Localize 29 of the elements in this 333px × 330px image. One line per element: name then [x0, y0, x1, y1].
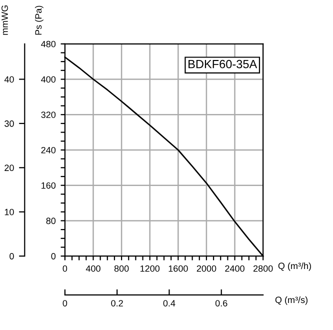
- x-tick-label: 0: [62, 265, 68, 272]
- y-tick-label: 320: [41, 112, 56, 118]
- x-tick-label: 2800: [253, 265, 273, 272]
- y-tick-label: 160: [42, 182, 56, 189]
- y2-tick-label: 10: [4, 208, 14, 216]
- x-tick-label: 1600: [168, 265, 188, 272]
- y-tick-label: 80: [46, 218, 56, 224]
- y2-tick-label: 30: [4, 120, 14, 127]
- x2-tick-label: 0: [62, 300, 68, 306]
- x-tick-label: 1200: [140, 265, 160, 272]
- x2-tick-label: 0.2: [111, 300, 123, 306]
- x-axis-title: Q (m³/h): [278, 262, 311, 271]
- x2-tick-label: 0.6: [215, 300, 228, 306]
- y-tick-label: 0: [51, 253, 56, 260]
- x2-axis-title: Q (m³/s): [275, 296, 308, 305]
- x-tick-label: 2400: [225, 265, 244, 272]
- y-axis-title: Ps (Pa): [34, 6, 44, 35]
- y-tick-label: 400: [41, 76, 56, 83]
- x2-tick-label: 0.4: [163, 300, 176, 306]
- x-tick-label: 2000: [196, 265, 216, 272]
- y-tick-label: 240: [41, 146, 56, 154]
- y-tick-label: 480: [41, 40, 56, 48]
- x-tick-label: 400: [86, 265, 100, 272]
- annotation: BDKF60-35A: [188, 60, 258, 68]
- y2-tick-label: 40: [4, 76, 14, 83]
- y2-axis-title: mmWG: [2, 5, 8, 35]
- y2-tick-label: 0: [10, 253, 14, 260]
- x-tick-label: 800: [114, 265, 129, 272]
- y2-tick-label: 20: [4, 164, 14, 172]
